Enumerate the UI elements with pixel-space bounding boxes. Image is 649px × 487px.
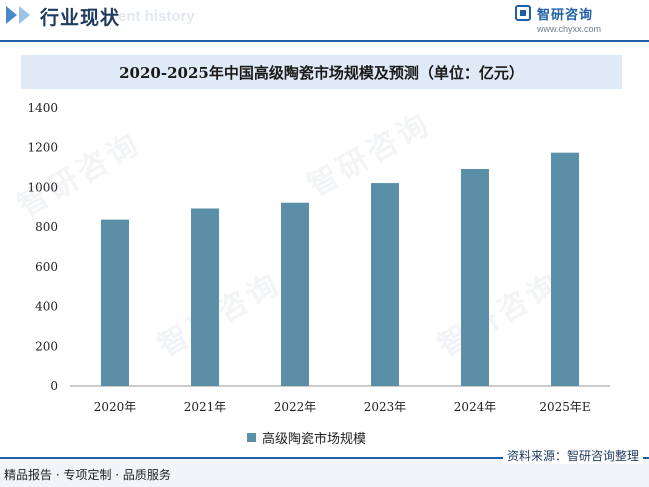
x-tick-label: 2020年 [94,400,137,414]
x-tick-label: 2021年 [184,400,227,414]
y-tick-label: 1000 [27,180,58,194]
brand-name: 智研咨询 [537,8,594,23]
x-tick-label: 2022年 [274,400,317,414]
page-footer: 精品报告 · 专项定制 · 品质服务 资料来源：智研咨询整理 [0,447,649,487]
brand-url: www.chyxx.com [537,24,602,34]
bar [371,183,399,386]
source-note: 资料来源：智研咨询整理 [502,447,643,464]
chart-title: 2020-2025年中国高级陶瓷市场规模及预测（单位：亿元） [119,63,524,82]
ghost-caption: ent history [118,8,195,25]
y-tick-label: 800 [35,220,58,234]
header-arrow-icon [6,6,30,24]
bar [101,219,129,386]
y-tick-label: 0 [50,379,58,393]
header-divider [0,40,649,42]
chart-legend: 高级陶瓷市场规模 [247,428,366,447]
y-tick-label: 200 [35,339,58,353]
bar [191,208,219,386]
bar [551,152,579,386]
brand: 智研咨询 www.chyxx.com [515,4,635,38]
legend-label: 高级陶瓷市场规模 [262,432,367,447]
bar [281,202,309,386]
legend-swatch [247,433,256,442]
brand-logo-icon [515,5,531,21]
section-title: 行业现状 [40,7,121,29]
x-tick-label: 2025年E [539,400,590,414]
x-tick-label: 2023年 [364,400,407,414]
x-tick-label: 2024年 [454,400,497,414]
page-header: 行业现状 ent history 智研咨询 www.chyxx.com [0,0,649,42]
y-tick-label: 400 [35,300,58,314]
footer-tagline: 精品报告 · 专项定制 · 品质服务 [4,468,171,482]
chart-title-bar: 2020-2025年中国高级陶瓷市场规模及预测（单位：亿元） [21,55,622,89]
y-tick-label: 1400 [27,101,58,115]
bar [461,168,489,386]
y-tick-label: 600 [35,260,58,274]
y-tick-label: 1200 [27,141,58,155]
